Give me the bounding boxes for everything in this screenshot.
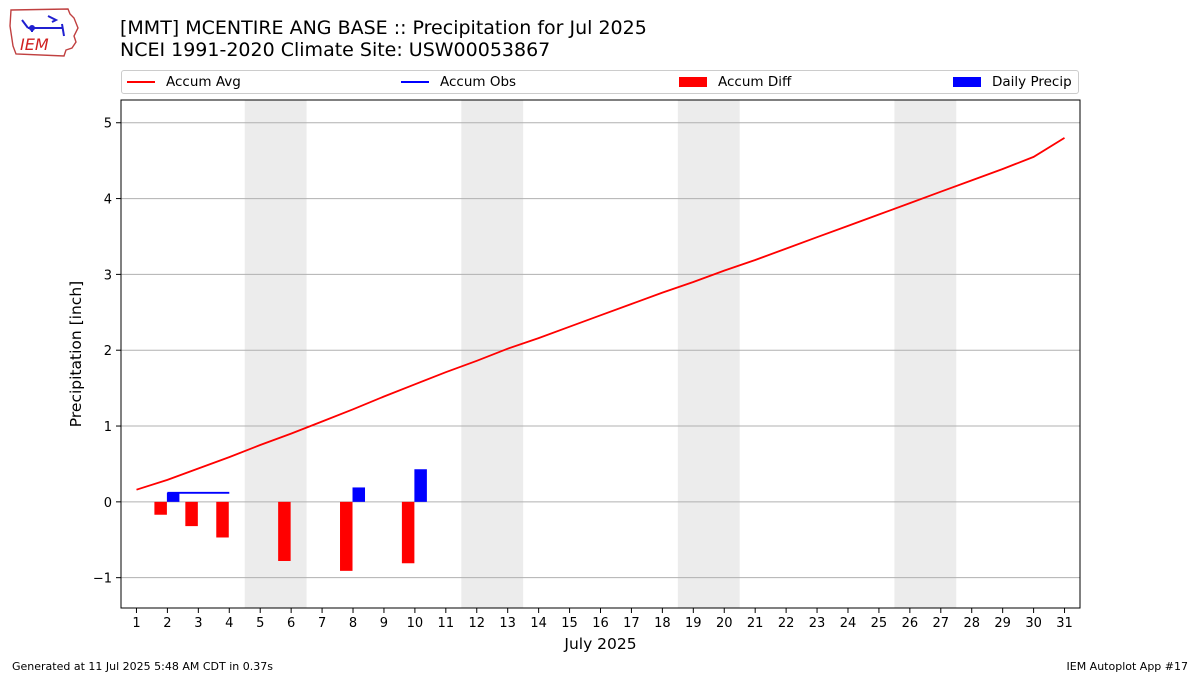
x-tick-label: 21 xyxy=(747,616,764,631)
accum-diff-bar xyxy=(154,501,167,515)
y-axis-label: Precipitation [inch] xyxy=(67,281,85,427)
accum-avg-line xyxy=(136,137,1065,491)
iem-logo: IEM xyxy=(9,8,79,57)
x-tick-label: 26 xyxy=(902,616,919,631)
y-tick-label: 5 xyxy=(104,117,112,132)
accum-diff-bar xyxy=(216,501,229,538)
chart-subtitle: NCEI 1991-2020 Climate Site: USW00053867 xyxy=(120,39,551,61)
legend-label-accum-avg: Accum Avg xyxy=(166,74,241,90)
plot-frame xyxy=(120,99,1081,609)
x-tick-label: 20 xyxy=(716,616,733,631)
x-tick-label: 12 xyxy=(468,616,485,631)
y-tick-label: −1 xyxy=(93,572,112,587)
weekend-shade xyxy=(677,100,740,608)
x-tick-label: 22 xyxy=(778,616,795,631)
x-tick-label: 14 xyxy=(530,616,547,631)
x-tick-label: 6 xyxy=(287,616,295,631)
x-tick-label: 7 xyxy=(318,616,326,631)
weekend-shade xyxy=(461,100,524,608)
legend-swatch-daily-precip xyxy=(953,77,981,87)
state-outline-shape xyxy=(9,8,79,57)
x-tick-label: 8 xyxy=(349,616,357,631)
y-tick-label: 2 xyxy=(104,344,112,359)
x-tick-label: 1 xyxy=(132,616,140,631)
y-tick-label: 0 xyxy=(104,496,112,511)
x-tick-label: 30 xyxy=(1025,616,1042,631)
chart-title: [MMT] MCENTIRE ANG BASE :: Precipitation… xyxy=(120,17,647,39)
x-tick-label: 16 xyxy=(592,616,609,631)
x-tick-label: 13 xyxy=(499,616,516,631)
weekend-shade xyxy=(894,100,957,608)
accum-diff-bar xyxy=(278,501,291,561)
x-tick-label: 4 xyxy=(225,616,233,631)
x-tick-label: 25 xyxy=(871,616,888,631)
x-tick-label: 19 xyxy=(685,616,702,631)
x-tick-label: 10 xyxy=(407,616,424,631)
y-tick-label: 1 xyxy=(104,420,112,435)
x-tick-label: 27 xyxy=(933,616,950,631)
accum-diff-bar xyxy=(340,501,353,571)
x-tick-label: 2 xyxy=(163,616,171,631)
x-tick-label: 23 xyxy=(809,616,826,631)
legend-item-accum-obs: Accum Obs xyxy=(401,71,516,93)
daily-precip-bar xyxy=(414,469,427,502)
legend-swatch-accum-diff xyxy=(679,77,707,87)
generated-timestamp: Generated at 11 Jul 2025 5:48 AM CDT in … xyxy=(12,660,273,673)
x-tick-label: 11 xyxy=(438,616,455,631)
legend-item-accum-diff: Accum Diff xyxy=(679,71,791,93)
x-tick-label: 5 xyxy=(256,616,264,631)
x-tick-label: 15 xyxy=(561,616,578,631)
legend-label-accum-obs: Accum Obs xyxy=(440,74,517,90)
x-tick-label: 3 xyxy=(194,616,202,631)
accum-diff-bar xyxy=(185,501,198,527)
legend-label-daily-precip: Daily Precip xyxy=(992,74,1072,90)
x-tick-label: 18 xyxy=(654,616,671,631)
legend-label-accum-diff: Accum Diff xyxy=(718,74,792,90)
app-label: IEM Autoplot App #17 xyxy=(1066,660,1189,673)
legend-swatch-accum-avg xyxy=(127,81,155,83)
y-tick-label: 4 xyxy=(104,193,112,208)
daily-precip-bar xyxy=(352,487,366,502)
x-tick-label: 28 xyxy=(963,616,980,631)
logo-text: IEM xyxy=(20,35,49,54)
x-tick-label: 24 xyxy=(840,616,857,631)
daily-precip-bar xyxy=(166,492,180,502)
x-axis-label: July 2025 xyxy=(563,635,636,653)
x-tick-label: 29 xyxy=(994,616,1011,631)
x-tick-label: 9 xyxy=(380,616,388,631)
legend-swatch-accum-obs xyxy=(401,81,429,83)
y-tick-label: 3 xyxy=(104,268,112,283)
weather-vane-icon xyxy=(21,15,65,37)
legend-item-accum-avg: Accum Avg xyxy=(127,71,241,93)
accum-diff-bar xyxy=(401,501,415,564)
x-tick-label: 17 xyxy=(623,616,640,631)
legend-item-daily-precip: Daily Precip xyxy=(953,71,1072,93)
x-tick-label: 31 xyxy=(1056,616,1073,631)
chart-legend: Accum Avg Accum Obs Accum Diff Daily Pre… xyxy=(121,70,1079,94)
weekend-shade xyxy=(244,100,307,608)
